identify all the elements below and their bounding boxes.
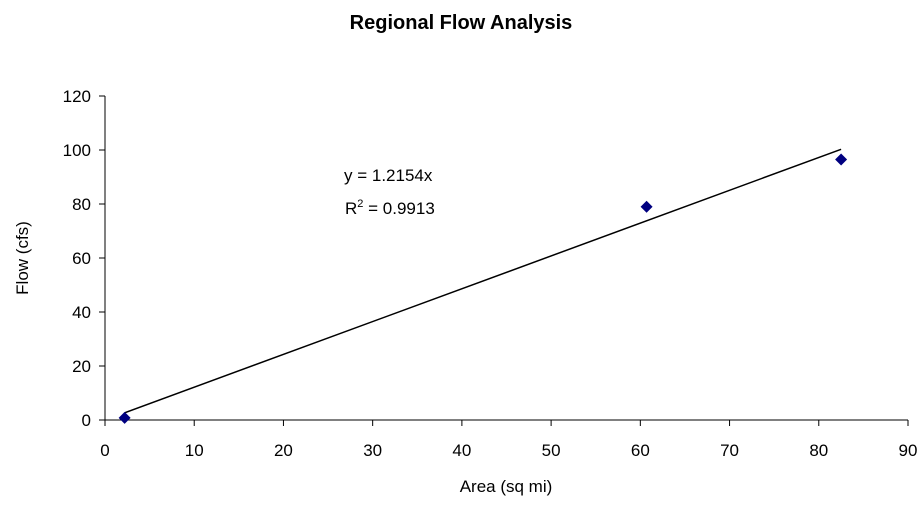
y-tick-label: 0 xyxy=(82,411,91,430)
x-tick-label: 80 xyxy=(809,441,828,460)
chart-title: Regional Flow Analysis xyxy=(350,12,573,34)
trendline-r-squared: R2 = 0.9913 xyxy=(345,198,435,218)
data-points xyxy=(118,153,848,424)
x-tick-label: 20 xyxy=(274,441,293,460)
y-tick-label: 120 xyxy=(63,87,91,106)
y-axis-title: Flow (cfs) xyxy=(13,221,32,295)
x-axis-title: Area (sq mi) xyxy=(460,477,553,496)
x-tick-label: 60 xyxy=(631,441,650,460)
data-point-diamond xyxy=(640,200,653,213)
x-tick-label: 90 xyxy=(899,441,918,460)
x-tick-label: 0 xyxy=(100,441,109,460)
y-tick-label: 80 xyxy=(72,195,91,214)
x-tick-label: 30 xyxy=(363,441,382,460)
x-tick-label: 50 xyxy=(542,441,561,460)
y-tick-label: 60 xyxy=(72,249,91,268)
y-axis-ticks: 0 20 40 60 80 100 120 xyxy=(63,87,105,430)
data-point-diamond xyxy=(118,411,131,424)
x-axis-ticks: 0 10 20 30 40 50 60 70 80 90 xyxy=(100,420,917,460)
y-tick-label: 40 xyxy=(72,303,91,322)
x-tick-label: 70 xyxy=(720,441,739,460)
x-tick-label: 10 xyxy=(185,441,204,460)
x-tick-label: 40 xyxy=(452,441,471,460)
y-tick-label: 100 xyxy=(63,141,91,160)
trendline-equation: y = 1.2154x xyxy=(344,166,433,185)
y-tick-label: 20 xyxy=(72,357,91,376)
trendline xyxy=(124,148,842,414)
plot-area xyxy=(104,96,908,421)
data-point-diamond xyxy=(835,153,848,166)
